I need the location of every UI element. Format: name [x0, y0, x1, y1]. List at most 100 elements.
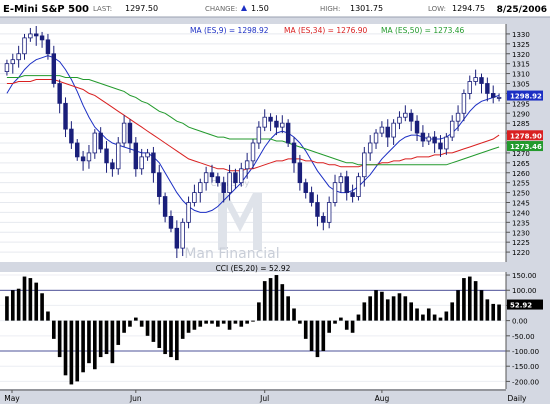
cci-bar — [368, 296, 372, 321]
cci-bar — [257, 302, 261, 321]
watermark-logo-middle — [227, 193, 253, 232]
price-tag-label: 1278.90 — [510, 132, 542, 140]
price-tick-label: 1240 — [512, 209, 530, 217]
cci-bar — [339, 317, 343, 321]
candle-body — [268, 116, 273, 122]
candle-body — [362, 152, 367, 178]
cci-bar — [180, 320, 185, 339]
candle-body — [151, 152, 156, 174]
cci-bar — [98, 320, 103, 358]
cci-bar — [426, 308, 431, 321]
cci-bar — [122, 320, 126, 333]
candle-body — [332, 182, 338, 203]
cci-bar — [444, 311, 449, 321]
candle-body — [86, 152, 92, 162]
candle-body — [221, 182, 226, 193]
candle-body — [162, 196, 168, 217]
candle-body — [239, 168, 244, 184]
cci-bar — [157, 320, 162, 348]
change-value: 1.50 — [251, 4, 269, 13]
cci-bar — [40, 293, 44, 321]
candle-body — [379, 126, 385, 134]
candle-body — [350, 192, 355, 197]
cci-bar — [298, 320, 302, 324]
cci-bar — [151, 320, 156, 342]
candle-body — [174, 227, 180, 249]
cci-bar — [110, 320, 115, 364]
candle-body — [127, 122, 133, 144]
candle-body — [186, 202, 191, 223]
price-tick-label: 1305 — [512, 81, 530, 89]
candle-body — [408, 112, 414, 122]
cci-bar — [10, 290, 15, 321]
candle-body — [39, 35, 45, 41]
candle-body — [385, 126, 390, 138]
cci-bar — [63, 320, 68, 376]
cci-bar — [327, 320, 331, 333]
candle-body — [496, 96, 502, 99]
candle-body — [121, 122, 127, 144]
watermark-man-financial: Man Financial — [184, 246, 279, 262]
candle-body — [461, 93, 467, 114]
cci-bar — [5, 296, 9, 321]
candle-body — [168, 215, 174, 229]
cci-bar — [57, 320, 62, 358]
cci-bar — [374, 290, 378, 321]
cci-bar — [145, 320, 150, 336]
low-value: 1294.75 — [452, 4, 485, 13]
last-value: 1297.50 — [125, 4, 158, 13]
candle-body — [4, 63, 10, 73]
candle-body — [403, 112, 408, 118]
candle-body — [373, 132, 379, 144]
candle-body — [485, 83, 490, 94]
price-tick-label: 1310 — [512, 71, 530, 79]
candle-body — [291, 142, 297, 164]
cci-bar — [362, 302, 367, 321]
cci-bar — [380, 291, 384, 321]
cci-bar — [438, 317, 443, 321]
candle-body — [285, 122, 291, 144]
cci-bar — [303, 320, 308, 339]
cci-bar — [321, 320, 326, 352]
candle-body — [303, 182, 308, 193]
cci-bar — [92, 320, 97, 370]
candle-body — [92, 132, 98, 154]
cci-bar — [403, 296, 408, 321]
cci-bar — [221, 320, 226, 324]
price-tag-label: 1298.92 — [510, 93, 542, 101]
price-tick-label: 1290 — [512, 110, 530, 118]
candle-body — [326, 202, 332, 223]
cci-bar — [356, 314, 361, 321]
candle-body — [467, 81, 472, 94]
candle-body — [455, 112, 461, 122]
cci-title: CCI (ES,20) = 52.92 — [216, 264, 291, 273]
time-tick-label: Aug — [375, 394, 390, 403]
candle-body — [414, 120, 420, 134]
candle-body — [262, 116, 267, 128]
cci-bar — [128, 320, 132, 327]
candle-body — [63, 102, 68, 130]
cci-bar — [315, 320, 320, 358]
legend-ma9: MA (ES,9) = 1298.92 — [190, 26, 269, 35]
cci-bar — [16, 288, 21, 321]
legend-ma50: MA (ES,50) = 1273.46 — [381, 26, 465, 35]
candle-body — [321, 215, 326, 223]
candle-body — [490, 93, 496, 98]
cci-bar — [309, 320, 314, 352]
legend-ma34: MA (ES,34) = 1276.90 — [284, 26, 368, 35]
candle-body — [297, 162, 303, 184]
cci-bar — [169, 320, 173, 358]
cci-tick-label: -200.00 — [512, 378, 539, 386]
candle-body — [10, 59, 16, 65]
candle-body — [139, 156, 144, 170]
price-tick-label: 1230 — [512, 229, 530, 237]
ma-line — [6, 75, 500, 166]
candle-body — [274, 120, 279, 128]
candle-body — [473, 77, 478, 82]
cci-bar — [491, 303, 496, 321]
candle-body — [426, 136, 431, 142]
candle-body — [116, 142, 121, 170]
candle-body — [180, 221, 185, 249]
price-tick-label: 1250 — [512, 190, 530, 198]
